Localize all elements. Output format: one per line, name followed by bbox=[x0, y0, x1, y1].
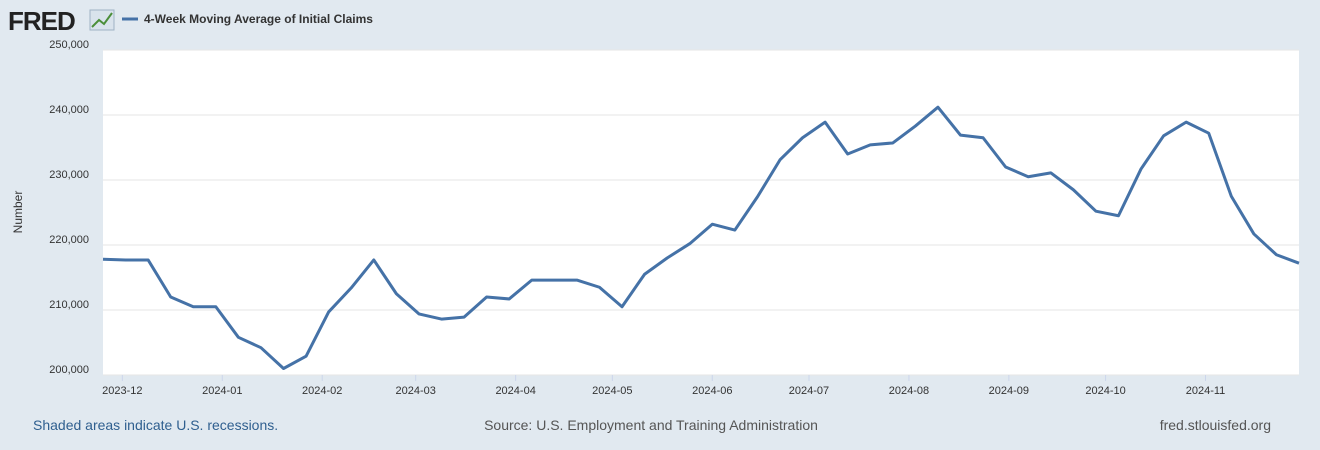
y-tick-label: 220,000 bbox=[49, 234, 89, 246]
x-tick-label: 2024-11 bbox=[1186, 385, 1226, 397]
site-url[interactable]: fred.stlouisfed.org bbox=[1160, 417, 1271, 433]
y-axis-label: Number bbox=[11, 191, 25, 234]
x-tick-label: 2024-10 bbox=[1085, 385, 1125, 397]
y-tick-label: 240,000 bbox=[49, 104, 89, 116]
source: Source: U.S. Employment and Training Adm… bbox=[484, 417, 818, 433]
x-tick-label: 2024-09 bbox=[989, 385, 1029, 397]
x-tick-label: 2024-01 bbox=[202, 385, 242, 397]
x-tick-label: 2024-06 bbox=[692, 385, 732, 397]
x-tick-label: 2024-05 bbox=[592, 385, 632, 397]
legend-label: 4-Week Moving Average of Initial Claims bbox=[144, 12, 373, 26]
x-tick-label: 2024-08 bbox=[889, 385, 929, 397]
x-tick-label: 2023-12 bbox=[102, 385, 142, 397]
x-tick-label: 2024-04 bbox=[495, 385, 535, 397]
y-tick-label: 230,000 bbox=[49, 169, 89, 181]
x-tick-label: 2024-02 bbox=[302, 385, 342, 397]
logo: FRED bbox=[8, 6, 75, 36]
y-tick-label: 200,000 bbox=[49, 364, 89, 376]
data-line bbox=[102, 105, 1300, 370]
y-tick-label: 250,000 bbox=[49, 39, 89, 51]
y-tick-label: 210,000 bbox=[49, 299, 89, 311]
x-tick-label: 2024-03 bbox=[396, 385, 436, 397]
x-tick-label: 2024-07 bbox=[789, 385, 829, 397]
logo-icon bbox=[89, 9, 115, 31]
recession-note[interactable]: Shaded areas indicate U.S. recessions. bbox=[33, 417, 278, 433]
